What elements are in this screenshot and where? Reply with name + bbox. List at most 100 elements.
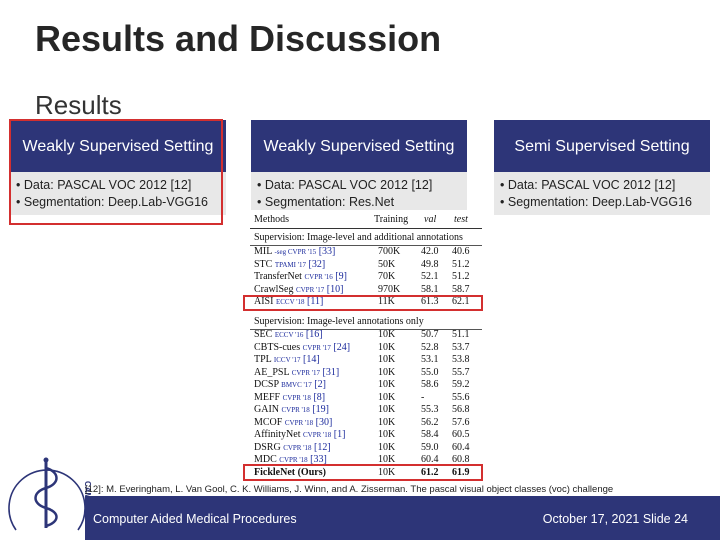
setting-heading-3: Semi Supervised Setting — [494, 120, 710, 172]
val-cell: 61.2 — [421, 466, 439, 478]
bullet-item: Data: PASCAL VOC 2012 [12] — [500, 177, 704, 194]
val-cell: 50.7 — [421, 329, 439, 340]
training-cell: 10K — [378, 391, 396, 403]
training-cell: 70K — [378, 271, 396, 282]
test-cell: 60.5 — [452, 429, 470, 440]
val-cell: - — [421, 391, 425, 403]
test-cell: 55.7 — [452, 366, 470, 378]
method-venue: CVPR '18 — [302, 431, 332, 439]
method-venue: TPAMI '17 — [274, 260, 306, 269]
method-ref: [12] — [314, 441, 331, 453]
results-table: Methods Training val test Supervision: I… — [250, 210, 482, 482]
method-cell: AffinityNet CVPR '18 [1] — [254, 429, 345, 441]
test-cell: 53.7 — [452, 341, 470, 353]
table-row: TPL ICCV '17 [14] 10K 53.1 53.8 — [250, 354, 482, 366]
method-ref: [1] — [333, 429, 346, 440]
method-ref: [2] — [314, 379, 326, 390]
method-ref: [8] — [313, 391, 326, 403]
setting-heading-2: Weakly Supervised Setting — [251, 120, 467, 172]
setting-column-1: Weakly Supervised Setting Data: PASCAL V… — [10, 120, 226, 215]
method-ref: [10] — [326, 283, 344, 295]
method-cell: CrawlSeg CVPR '17 [10] — [254, 284, 343, 296]
footer-date-slide: October 17, 2021 Slide 24 — [542, 512, 688, 526]
table-row: MEFF CVPR '18 [8] 10K - 55.6 — [250, 392, 482, 404]
test-cell: 62.1 — [452, 296, 470, 307]
training-cell: 10K — [378, 466, 396, 478]
setting-body-3: Data: PASCAL VOC 2012 [12] Segmentation:… — [494, 172, 710, 215]
method-name: TPL — [254, 354, 272, 365]
method-cell: AISI ECCV '18 [11] — [254, 296, 323, 308]
section-divider — [250, 245, 482, 246]
test-cell: 40.6 — [452, 246, 470, 257]
test-cell: 58.7 — [452, 283, 470, 295]
val-cell: 56.2 — [421, 416, 439, 428]
method-name: MCOF — [254, 416, 283, 428]
method-cell: DSRG CVPR '18 [12] — [254, 442, 331, 454]
method-cell: STC TPAMI '17 [32] — [254, 259, 325, 271]
method-name: DCSP — [254, 379, 279, 390]
header-val: val — [424, 214, 437, 225]
method-cell: FickleNet (Ours) — [254, 467, 326, 479]
method-venue: ECCV '16 — [274, 331, 304, 339]
method-name: AffinityNet — [254, 429, 301, 440]
method-name: CrawlSeg — [254, 283, 294, 295]
test-cell: 57.6 — [452, 416, 470, 428]
val-cell: 58.4 — [421, 429, 439, 440]
training-cell: 10K — [378, 404, 396, 415]
method-name: MDC — [254, 454, 277, 465]
method-ref: [11] — [307, 296, 324, 307]
method-name: SEC — [254, 329, 273, 340]
setting-body-1: Data: PASCAL VOC 2012 [12] Segmentation:… — [10, 172, 226, 215]
val-cell: 52.1 — [421, 271, 439, 282]
training-cell: 700K — [378, 246, 401, 257]
table-row: MDC CVPR '18 [33] 10K 60.4 60.8 — [250, 454, 482, 466]
header-test: test — [454, 214, 468, 225]
bullet-item: Segmentation: Deep.Lab-VGG16 — [16, 194, 220, 211]
method-ref: [32] — [308, 258, 326, 270]
method-cell: MIL -seg CVPR '15 [33] — [254, 246, 335, 258]
table-row: TransferNet CVPR '16 [9] 70K 52.1 51.2 — [250, 271, 482, 283]
method-name: CBTS-cues — [254, 341, 301, 353]
method-cell: TransferNet CVPR '16 [9] — [254, 271, 347, 283]
test-cell: 60.4 — [452, 441, 470, 453]
method-ref: [31] — [322, 366, 340, 378]
method-venue: BMVC '17 — [281, 381, 312, 389]
training-cell: 50K — [378, 258, 396, 270]
method-cell: DCSP BMVC '17 [2] — [254, 379, 326, 391]
method-ref: [9] — [335, 271, 347, 282]
method-ref: [19] — [312, 404, 329, 415]
footer-institution: Computer Aided Medical Procedures — [93, 512, 297, 526]
table-row: AISI ECCV '18 [11] 11K 61.3 62.1 — [250, 296, 482, 308]
method-venue: CVPR '18 — [281, 406, 310, 414]
val-cell: 61.3 — [421, 296, 439, 307]
method-name: TransferNet — [254, 271, 302, 282]
table-row: CBTS-cues CVPR '17 [24] 10K 52.8 53.7 — [250, 342, 482, 354]
method-cell: SEC ECCV '16 [16] — [254, 329, 323, 341]
method-name: GAIN — [254, 404, 279, 415]
method-name: DSRG — [254, 441, 281, 453]
test-cell: 51.1 — [452, 329, 470, 340]
table-row: SEC ECCV '16 [16] 10K 50.7 51.1 — [250, 329, 482, 341]
section-divider — [250, 329, 482, 330]
header-training: Training — [374, 214, 409, 225]
method-ref: [33] — [310, 454, 327, 465]
test-cell: 55.6 — [452, 391, 470, 403]
method-venue: ECCV '18 — [275, 298, 305, 306]
training-cell: 10K — [378, 379, 396, 390]
method-cell: MCOF CVPR '18 [30] — [254, 417, 332, 429]
val-cell: 52.8 — [421, 341, 439, 353]
val-cell: 53.1 — [421, 354, 439, 365]
val-cell: 59.0 — [421, 441, 439, 453]
val-cell: 42.0 — [421, 246, 439, 257]
method-venue: CVPR '17 — [291, 368, 321, 377]
method-name: MIL — [254, 246, 272, 257]
slide-subtitle: Results — [35, 90, 122, 120]
section-divider — [250, 309, 482, 310]
method-ref: [30] — [315, 416, 333, 428]
training-cell: 10K — [378, 329, 396, 340]
val-cell: 60.4 — [421, 454, 439, 465]
val-cell: 58.1 — [421, 283, 439, 295]
method-venue: CVPR '18 — [279, 456, 308, 464]
footer-bar: Computer Aided Medical Procedures Octobe… — [85, 496, 720, 540]
table-row: STC TPAMI '17 [32] 50K 49.8 51.2 — [250, 259, 482, 271]
